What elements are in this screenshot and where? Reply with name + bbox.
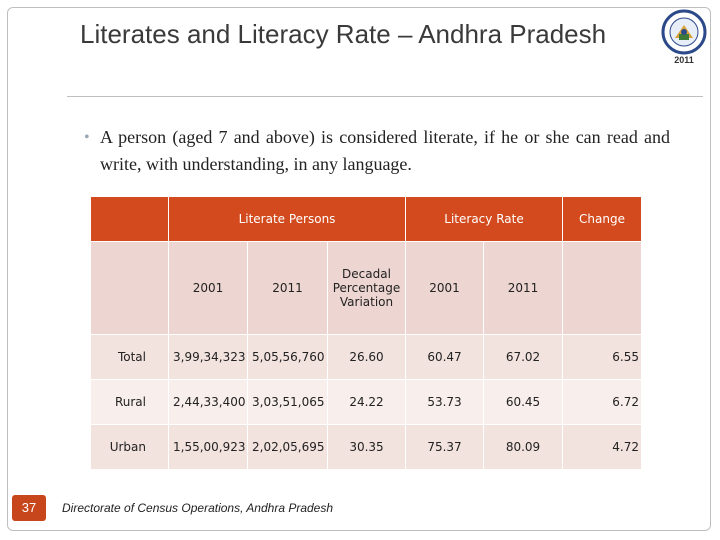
- cell-lr-2011: 80.09: [483, 424, 563, 470]
- census-logo: 2011: [656, 8, 712, 70]
- literacy-table: Literate Persons Literacy Rate Change 20…: [90, 196, 642, 470]
- cell-change: 6.55: [562, 334, 642, 380]
- slide-frame: [7, 7, 711, 531]
- table-row: Urban 1,55,00,923 2,02,05,695 30.35 75.3…: [90, 424, 642, 470]
- census-seal-icon: [661, 9, 707, 55]
- cell-change: 6.72: [562, 379, 642, 425]
- cell-lp-2001: 1,55,00,923: [168, 424, 248, 470]
- row-label: Total: [90, 334, 169, 380]
- cell-decadal: 26.60: [327, 334, 406, 380]
- definition-bullet: • A person (aged 7 and above) is conside…: [84, 124, 670, 178]
- cell-decadal: 30.35: [327, 424, 406, 470]
- cell-lr-2001: 53.73: [405, 379, 484, 425]
- subheader-lr-2001: 2001: [405, 241, 484, 335]
- definition-text: A person (aged 7 and above) is considere…: [100, 127, 670, 174]
- cell-lr-2011: 60.45: [483, 379, 563, 425]
- header-literacy-rate: Literacy Rate: [405, 196, 563, 242]
- sub-header-row: 2001 2011 Decadal Percentage Variation 2…: [90, 241, 642, 335]
- slide-title: Literates and Literacy Rate – Andhra Pra…: [80, 19, 607, 49]
- subheader-change-blank: [562, 241, 642, 335]
- cell-decadal: 24.22: [327, 379, 406, 425]
- footer-source: Directorate of Census Operations, Andhra…: [62, 501, 334, 515]
- row-label: Urban: [90, 424, 169, 470]
- cell-lr-2001: 60.47: [405, 334, 484, 380]
- header-change: Change: [562, 196, 642, 242]
- subheader-lp-2001: 2001: [168, 241, 248, 335]
- cell-change: 4.72: [562, 424, 642, 470]
- header-literate-persons: Literate Persons: [168, 196, 406, 242]
- page-number: 37: [12, 495, 46, 521]
- subheader-blank: [90, 241, 169, 335]
- cell-lp-2001: 3,99,34,323: [168, 334, 248, 380]
- subheader-lr-2011: 2011: [483, 241, 563, 335]
- bullet-icon: •: [84, 129, 90, 146]
- cell-lp-2011: 5,05,56,760: [247, 334, 328, 380]
- cell-lp-2011: 3,03,51,065: [247, 379, 328, 425]
- table-row: Total 3,99,34,323 5,05,56,760 26.60 60.4…: [90, 334, 642, 380]
- cell-lr-2001: 75.37: [405, 424, 484, 470]
- title-divider: [67, 96, 703, 97]
- group-header-row: Literate Persons Literacy Rate Change: [90, 196, 642, 242]
- logo-year: 2011: [674, 55, 694, 65]
- table-row: Rural 2,44,33,400 3,03,51,065 24.22 53.7…: [90, 379, 642, 425]
- subheader-decadal: Decadal Percentage Variation: [327, 241, 406, 335]
- cell-lp-2011: 2,02,05,695: [247, 424, 328, 470]
- header-blank: [90, 196, 169, 242]
- row-label: Rural: [90, 379, 169, 425]
- cell-lr-2011: 67.02: [483, 334, 563, 380]
- subheader-lp-2011: 2011: [247, 241, 328, 335]
- cell-lp-2001: 2,44,33,400: [168, 379, 248, 425]
